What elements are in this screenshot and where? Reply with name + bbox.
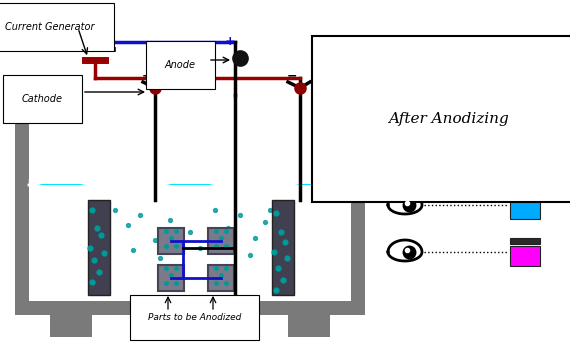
Bar: [510, 144, 540, 150]
Bar: [208, 228, 234, 254]
Polygon shape: [388, 240, 422, 261]
Bar: [510, 199, 540, 219]
Text: After Anodizing: After Anodizing: [388, 112, 509, 126]
Text: −: −: [287, 69, 298, 82]
Text: Cathode: Cathode: [22, 94, 63, 104]
Bar: [351, 95, 365, 315]
Bar: [510, 238, 540, 244]
Bar: [29, 94, 351, 184]
Bar: [510, 191, 540, 197]
Bar: [510, 152, 540, 172]
Text: Parts to be Anodized: Parts to be Anodized: [148, 313, 241, 322]
Bar: [15, 301, 365, 315]
Bar: [29, 109, 351, 185]
Bar: [510, 246, 540, 266]
Bar: [158, 228, 184, 254]
Bar: [208, 265, 234, 291]
Text: Anode: Anode: [165, 60, 196, 70]
Bar: [158, 265, 184, 291]
Bar: [15, 95, 29, 315]
Text: −: −: [142, 69, 153, 82]
Polygon shape: [388, 193, 422, 214]
Polygon shape: [388, 146, 422, 167]
Bar: [272, 200, 294, 295]
Bar: [88, 200, 110, 295]
Bar: [288, 315, 330, 337]
Text: Current Generator: Current Generator: [5, 22, 95, 32]
Bar: [50, 315, 92, 337]
Text: +: +: [225, 35, 235, 48]
